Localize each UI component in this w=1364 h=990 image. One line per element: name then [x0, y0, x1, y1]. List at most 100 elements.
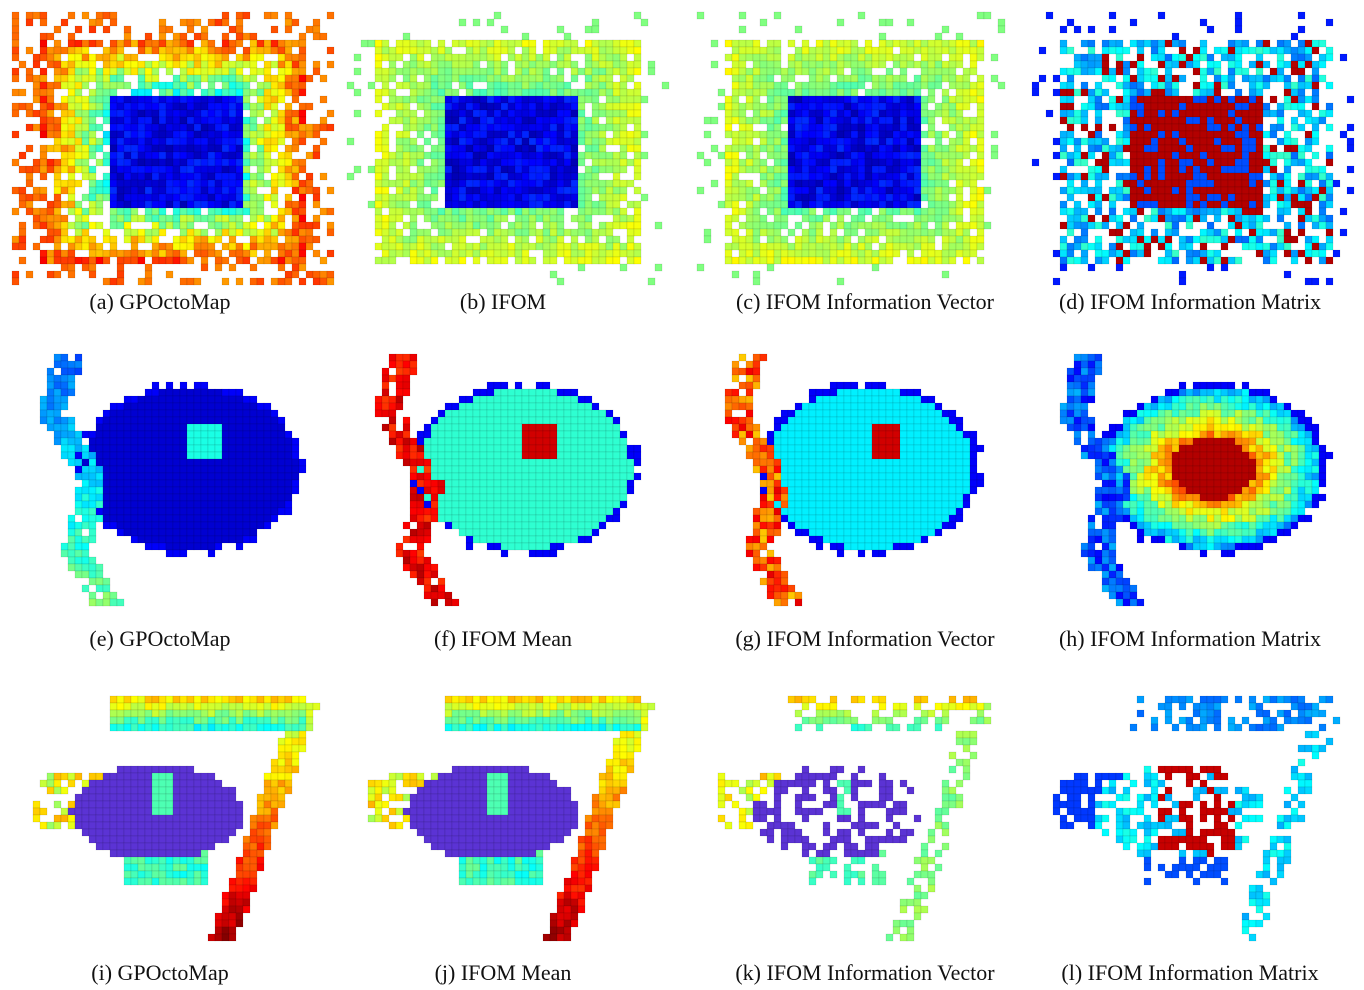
- voxel: [89, 96, 96, 103]
- voxel: [180, 382, 187, 389]
- voxel: [711, 145, 718, 152]
- voxel: [907, 201, 914, 208]
- voxel: [410, 110, 417, 117]
- voxel: [61, 75, 68, 82]
- voxel: [557, 250, 564, 257]
- voxel: [1298, 40, 1305, 47]
- voxel: [194, 145, 201, 152]
- voxel: [886, 166, 893, 173]
- voxel: [47, 417, 54, 424]
- voxel: [1151, 131, 1158, 138]
- voxel: [809, 194, 816, 201]
- voxel: [47, 110, 54, 117]
- voxel: [445, 103, 452, 110]
- voxel: [823, 236, 830, 243]
- voxel: [501, 82, 508, 89]
- voxel: [103, 173, 110, 180]
- voxel: [389, 257, 396, 264]
- voxel: [1228, 103, 1235, 110]
- voxel: [844, 208, 851, 215]
- voxel: [96, 96, 103, 103]
- voxel: [145, 396, 152, 403]
- voxel: [858, 54, 865, 61]
- voxel: [620, 194, 627, 201]
- voxel: [914, 229, 921, 236]
- voxel: [578, 89, 585, 96]
- voxel: [767, 40, 774, 47]
- voxel: [802, 68, 809, 75]
- voxel: [893, 236, 900, 243]
- voxel: [103, 480, 110, 487]
- voxel: [844, 40, 851, 47]
- voxel: [466, 201, 473, 208]
- voxel: [725, 159, 732, 166]
- voxel: [424, 68, 431, 75]
- voxel: [243, 452, 250, 459]
- voxel: [278, 459, 285, 466]
- voxel: [236, 145, 243, 152]
- voxel: [26, 68, 33, 75]
- voxel: [152, 124, 159, 131]
- voxel: [564, 201, 571, 208]
- voxel: [970, 201, 977, 208]
- voxel: [732, 110, 739, 117]
- voxel: [243, 208, 250, 215]
- voxel: [578, 208, 585, 215]
- voxel: [375, 96, 382, 103]
- voxel: [1130, 243, 1137, 250]
- voxel: [550, 110, 557, 117]
- voxel: [529, 124, 536, 131]
- voxel: [68, 61, 75, 68]
- voxel: [788, 257, 795, 264]
- voxel: [1158, 89, 1165, 96]
- voxel: [774, 117, 781, 124]
- voxel: [375, 110, 382, 117]
- voxel: [431, 236, 438, 243]
- voxel: [494, 229, 501, 236]
- voxel: [264, 229, 271, 236]
- voxel: [229, 187, 236, 194]
- voxel: [494, 173, 501, 180]
- voxel: [886, 187, 893, 194]
- voxel: [424, 180, 431, 187]
- voxel: [403, 222, 410, 229]
- voxel: [159, 396, 166, 403]
- voxel: [921, 243, 928, 250]
- voxel: [117, 487, 124, 494]
- voxel: [159, 131, 166, 138]
- voxel: [893, 40, 900, 47]
- voxel: [1242, 103, 1249, 110]
- voxel: [403, 166, 410, 173]
- voxel: [82, 243, 89, 250]
- voxel: [54, 389, 61, 396]
- voxel: [208, 68, 215, 75]
- voxel: [215, 145, 222, 152]
- voxel: [739, 68, 746, 75]
- voxel: [26, 145, 33, 152]
- voxel: [396, 110, 403, 117]
- voxel: [1151, 96, 1158, 103]
- voxel: [1235, 222, 1242, 229]
- voxel: [187, 117, 194, 124]
- voxel: [424, 250, 431, 257]
- voxel: [215, 473, 222, 480]
- voxel: [1158, 82, 1165, 89]
- voxel: [788, 89, 795, 96]
- voxel: [907, 110, 914, 117]
- voxel: [438, 54, 445, 61]
- voxel: [585, 215, 592, 222]
- voxel: [1186, 117, 1193, 124]
- voxel: [1298, 110, 1305, 117]
- voxel: [788, 96, 795, 103]
- voxel: [68, 389, 75, 396]
- voxel: [236, 12, 243, 19]
- voxel: [536, 96, 543, 103]
- voxel: [1347, 138, 1354, 145]
- voxel: [970, 222, 977, 229]
- voxel: [82, 466, 89, 473]
- voxel: [907, 187, 914, 194]
- voxel: [1305, 208, 1312, 215]
- voxel: [858, 12, 865, 19]
- voxel: [550, 117, 557, 124]
- voxel: [124, 40, 131, 47]
